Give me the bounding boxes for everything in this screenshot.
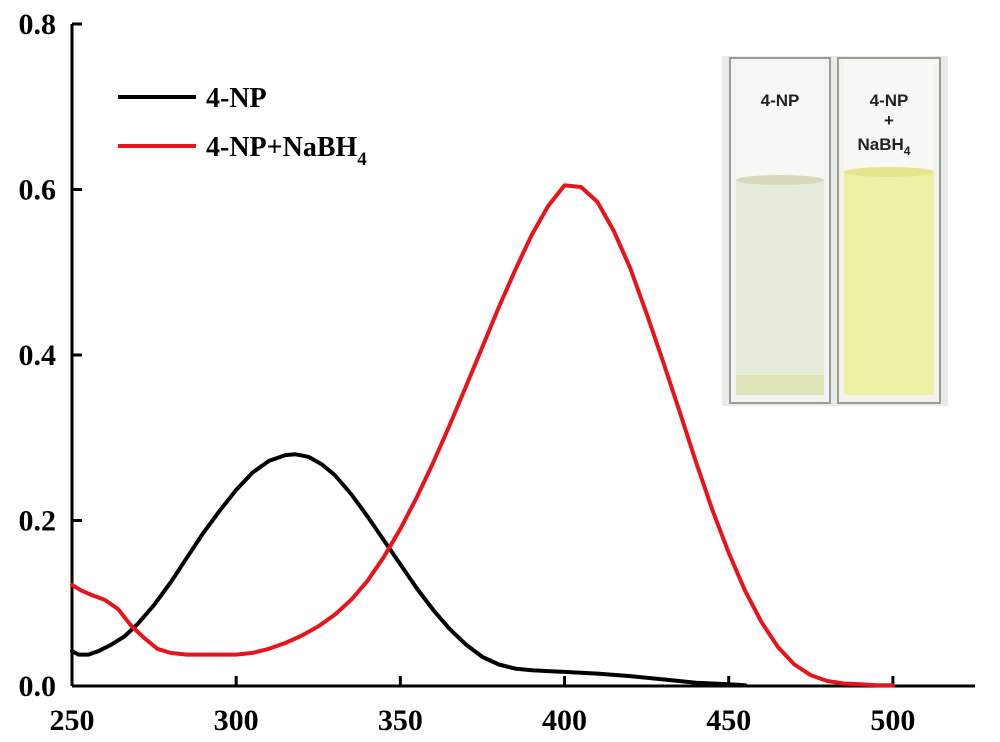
legend: 4-NP 4-NP+NaBH4 [118, 83, 367, 170]
vial-liquid [844, 172, 934, 395]
x-tick-label: 400 [542, 704, 587, 737]
meniscus [736, 175, 824, 185]
legend-label-4-np-nabh4: 4-NP+NaBH4 [206, 132, 367, 170]
vial-right-label-text: NaBH [858, 135, 904, 154]
meniscus [844, 167, 934, 177]
vial-upper-glass [736, 62, 824, 177]
vial-base [736, 375, 824, 395]
x-tick-label: 500 [870, 704, 915, 737]
legend-label-4-np: 4-NP [206, 83, 267, 114]
vial-right-label-top: 4-NP [870, 91, 909, 110]
series-line-4-np [72, 454, 745, 685]
y-tick-label: 0.8 [19, 8, 57, 41]
vial-left-label: 4-NP [761, 91, 800, 110]
legend-label-main: 4-NP+NaBH [206, 132, 358, 163]
x-tick-label: 300 [214, 704, 259, 737]
inset-photo: 4-NP 4-NP + NaBH4 [722, 56, 948, 406]
x-tick-label: 450 [706, 704, 751, 737]
y-tick-label: 0.6 [19, 174, 57, 207]
vial-right-label-subscript: 4 [904, 144, 911, 158]
vial-liquid [736, 180, 824, 395]
y-tick-label: 0.0 [19, 670, 57, 703]
vial-4-np: 4-NP [730, 58, 830, 403]
vial-right-label-plus: + [884, 111, 894, 130]
x-tick-label: 350 [378, 704, 423, 737]
y-tick-label: 0.2 [19, 505, 57, 538]
uv-vis-chart: 250 300 350 400 450 500 0.0 0.2 0.4 0.6 0.8 4-NP … [0, 0, 1000, 742]
legend-label-subscript: 4 [357, 149, 367, 170]
vial-4-np-nabh4: 4-NP + NaBH4 [838, 58, 940, 403]
x-tick-label: 250 [50, 704, 95, 737]
y-tick-label: 0.4 [19, 339, 57, 372]
